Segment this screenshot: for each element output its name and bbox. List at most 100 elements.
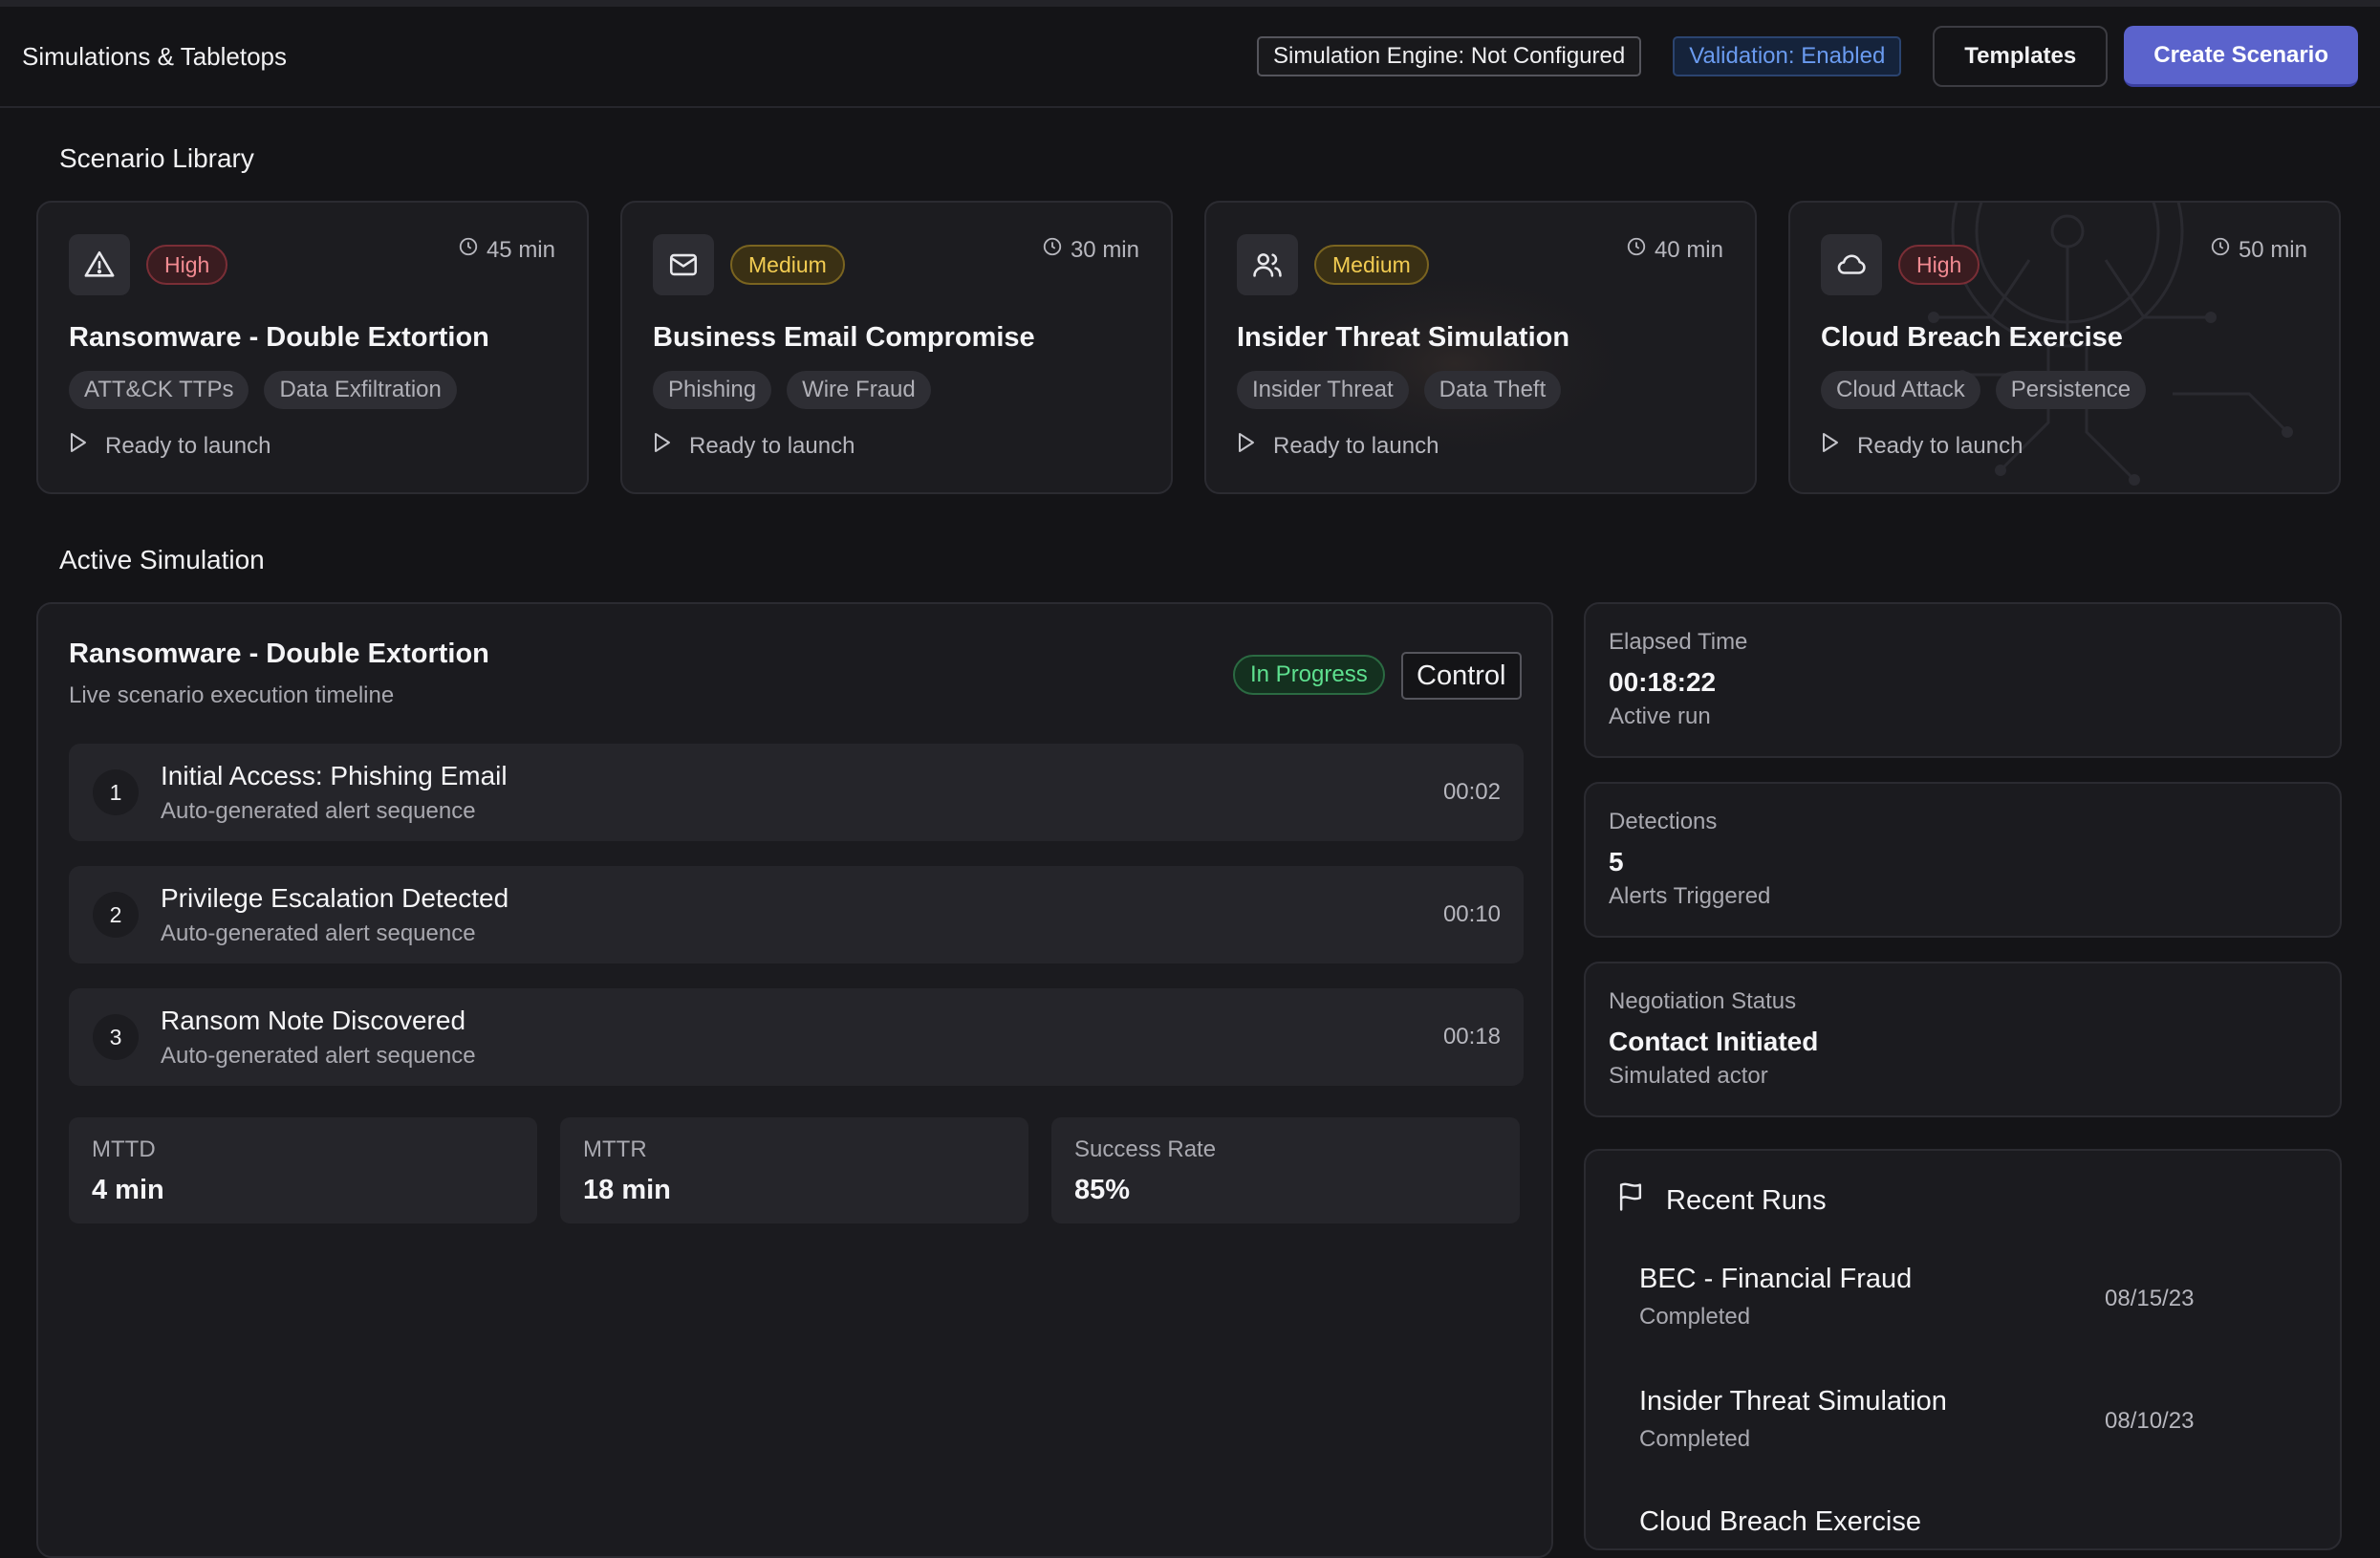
launch-action[interactable]: Ready to launch bbox=[1821, 432, 2023, 460]
duration: 50 min bbox=[2210, 236, 2307, 264]
clock-icon bbox=[1042, 236, 1063, 264]
run-name: Cloud Breach Exercise bbox=[1639, 1506, 1921, 1537]
launch-action[interactable]: Ready to launch bbox=[1237, 432, 1439, 460]
list-item[interactable]: Insider Threat Simulation Completed 08/1… bbox=[1639, 1386, 2308, 1472]
control-button[interactable]: Control bbox=[1401, 652, 1522, 700]
metric-value: 4 min bbox=[92, 1175, 164, 1205]
clock-icon bbox=[458, 236, 479, 264]
clock-icon bbox=[1626, 236, 1647, 264]
duration-text: 45 min bbox=[486, 236, 555, 263]
metric-mttd: MTTD 4 min bbox=[69, 1117, 537, 1223]
mail-icon bbox=[653, 234, 714, 295]
window-top-edge bbox=[0, 0, 2380, 7]
severity-badge: Medium bbox=[1314, 245, 1429, 285]
step-time: 00:10 bbox=[1442, 901, 1501, 927]
elapsed-time-card: Elapsed Time 00:18:22 Active run bbox=[1584, 602, 2342, 758]
metric-mttr: MTTR 18 min bbox=[560, 1117, 1028, 1223]
severity-badge: Medium bbox=[730, 245, 845, 285]
list-item[interactable]: Cloud Breach Exercise bbox=[1639, 1506, 2308, 1548]
step-subtitle: Auto-generated alert sequence bbox=[161, 1043, 476, 1069]
scenario-card-insider[interactable]: Medium 40 min Insider Threat Simulation … bbox=[1204, 201, 1757, 494]
severity-badge: High bbox=[146, 245, 228, 285]
active-simulation-panel: Ransomware - Double Extortion Live scena… bbox=[36, 602, 1553, 1558]
launch-label: Ready to launch bbox=[1857, 432, 2023, 459]
duration-text: 40 min bbox=[1654, 236, 1723, 263]
list-item[interactable]: BEC - Financial Fraud Completed 08/15/23 bbox=[1639, 1264, 2308, 1350]
card-label: Detections bbox=[1609, 809, 1718, 834]
metric-label: Success Rate bbox=[1074, 1136, 1217, 1162]
step-number: 3 bbox=[93, 1014, 139, 1060]
header-actions: Simulation Engine: Not Configured Valida… bbox=[1257, 26, 2358, 87]
validation-status-badge: Validation: Enabled bbox=[1673, 36, 1902, 76]
launch-action[interactable]: Ready to launch bbox=[653, 432, 855, 460]
card-label: Negotiation Status bbox=[1609, 988, 1797, 1014]
detections-value: 5 bbox=[1609, 847, 1624, 876]
cloud-icon bbox=[1821, 234, 1882, 295]
run-name: Insider Threat Simulation bbox=[1639, 1386, 1947, 1417]
card-tags: Phishing Wire Fraud bbox=[653, 371, 931, 409]
recent-runs-card: Recent Runs BEC - Financial Fraud Comple… bbox=[1584, 1149, 2342, 1550]
step-subtitle: Auto-generated alert sequence bbox=[161, 798, 476, 824]
timeline-step[interactable]: 2 Privilege Escalation Detected Auto-gen… bbox=[69, 866, 1524, 963]
run-date: 08/10/23 bbox=[2105, 1408, 2195, 1434]
templates-button[interactable]: Templates bbox=[1933, 26, 2109, 87]
run-status: Completed bbox=[1639, 1304, 1751, 1330]
simulation-title: Ransomware - Double Extortion bbox=[69, 638, 489, 669]
step-title: Initial Access: Phishing Email bbox=[161, 761, 508, 790]
step-subtitle: Auto-generated alert sequence bbox=[161, 920, 476, 946]
duration: 45 min bbox=[458, 236, 555, 264]
play-icon bbox=[1237, 432, 1256, 460]
page-title: Simulations & Tabletops bbox=[22, 41, 288, 71]
launch-action[interactable]: Ready to launch bbox=[69, 432, 270, 460]
tag: Data Exfiltration bbox=[264, 371, 457, 409]
timeline-step[interactable]: 1 Initial Access: Phishing Email Auto-ge… bbox=[69, 744, 1524, 841]
play-icon bbox=[653, 432, 672, 460]
elapsed-time-value: 00:18:22 bbox=[1609, 667, 1717, 697]
engine-status-badge: Simulation Engine: Not Configured bbox=[1257, 36, 1642, 76]
scenario-card-ransomware[interactable]: High 45 min Ransomware - Double Extortio… bbox=[36, 201, 589, 494]
launch-label: Ready to launch bbox=[105, 432, 271, 459]
metric-value: 85% bbox=[1074, 1175, 1131, 1205]
play-icon bbox=[1821, 432, 1840, 460]
run-date: 08/15/23 bbox=[2105, 1286, 2195, 1311]
detections-card: Detections 5 Alerts Triggered bbox=[1584, 782, 2342, 938]
card-tags: Cloud Attack Persistence bbox=[1821, 371, 2147, 409]
status-badge: In Progress bbox=[1233, 655, 1385, 695]
tag: Persistence bbox=[1995, 371, 2147, 409]
recent-runs-header: Recent Runs bbox=[1616, 1181, 1827, 1220]
scenario-card-cloud[interactable]: High 50 min Cloud Breach Exercise Cloud … bbox=[1788, 201, 2341, 494]
tag: ATT&CK TTPs bbox=[69, 371, 249, 409]
top-header: Simulations & Tabletops Simulation Engin… bbox=[0, 7, 2380, 108]
scenario-card-bec[interactable]: Medium 30 min Business Email Compromise … bbox=[620, 201, 1173, 494]
active-simulation-heading: Active Simulation bbox=[59, 545, 265, 574]
simulation-subtitle: Live scenario execution timeline bbox=[69, 682, 395, 708]
launch-label: Ready to launch bbox=[689, 432, 855, 459]
tag: Data Theft bbox=[1423, 371, 1562, 409]
card-subtext: Alerts Triggered bbox=[1609, 883, 1771, 909]
timeline-step[interactable]: 3 Ransom Note Discovered Auto-generated … bbox=[69, 988, 1524, 1086]
users-icon bbox=[1237, 234, 1298, 295]
step-time: 00:18 bbox=[1442, 1024, 1501, 1049]
step-number: 2 bbox=[93, 892, 139, 938]
card-tags: ATT&CK TTPs Data Exfiltration bbox=[69, 371, 457, 409]
card-subtext: Active run bbox=[1609, 703, 1711, 729]
duration-text: 50 min bbox=[2238, 236, 2307, 263]
step-title: Ransom Note Discovered bbox=[161, 1006, 466, 1035]
duration-text: 30 min bbox=[1070, 236, 1139, 263]
recent-runs-title: Recent Runs bbox=[1666, 1184, 1827, 1216]
run-name: BEC - Financial Fraud bbox=[1639, 1264, 1913, 1294]
step-number: 1 bbox=[93, 769, 139, 815]
step-title: Privilege Escalation Detected bbox=[161, 883, 509, 913]
play-icon bbox=[69, 432, 88, 460]
negotiation-status-value: Contact Initiated bbox=[1609, 1027, 1819, 1056]
create-scenario-button[interactable]: Create Scenario bbox=[2124, 26, 2358, 87]
metric-label: MTTD bbox=[92, 1136, 156, 1162]
card-title: Cloud Breach Exercise bbox=[1821, 322, 2123, 353]
metric-value: 18 min bbox=[583, 1175, 671, 1205]
tag: Wire Fraud bbox=[787, 371, 931, 409]
warning-triangle-icon bbox=[69, 234, 130, 295]
tag: Cloud Attack bbox=[1821, 371, 1980, 409]
severity-badge: High bbox=[1898, 245, 1980, 285]
card-label: Elapsed Time bbox=[1609, 629, 1748, 655]
tag: Insider Threat bbox=[1237, 371, 1409, 409]
